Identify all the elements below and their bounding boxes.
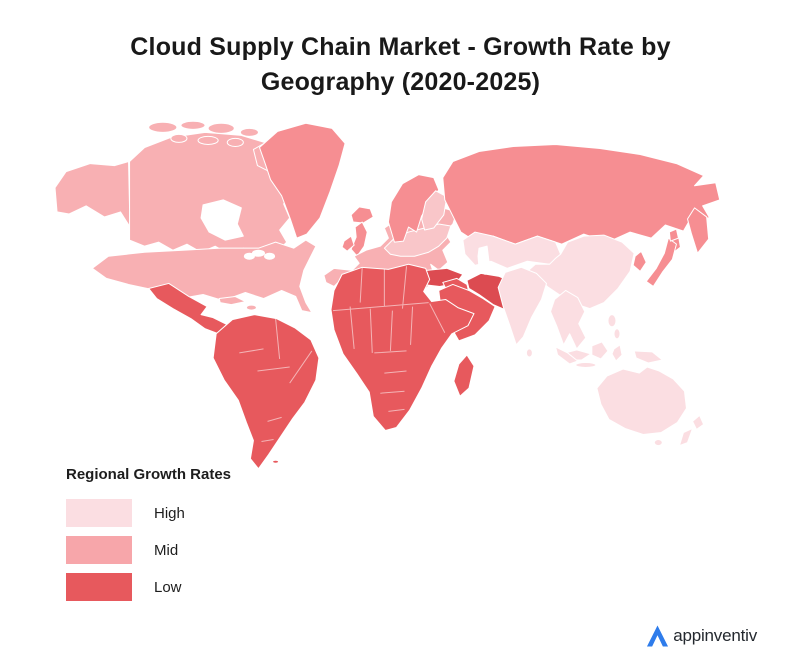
region-falkland-islands: [272, 459, 280, 464]
region-indonesia-malaysia: [555, 341, 623, 369]
south-america-borders: [239, 318, 313, 443]
legend-swatch-mid: [66, 536, 132, 564]
region-russia: [442, 143, 721, 245]
region-new-zealand: [678, 414, 705, 447]
legend-item-mid: Mid: [66, 536, 231, 564]
legend-label-high: High: [154, 504, 185, 522]
region-norway: [387, 174, 440, 243]
region-kamchatka: [687, 207, 710, 254]
brand-logo: appinventiv: [646, 624, 757, 648]
region-china-mongolia: [526, 234, 635, 310]
caspian-sea: [477, 245, 490, 275]
hudson-bay: [200, 199, 244, 241]
world-map-svg: [54, 120, 721, 468]
great-lakes: [243, 249, 276, 260]
legend-label-low: Low: [154, 578, 182, 596]
region-korea: [632, 250, 647, 272]
region-cuba: [218, 296, 246, 306]
legend-swatch-high: [66, 499, 132, 527]
region-tasmania: [653, 439, 663, 447]
legend-item-high: High: [66, 499, 231, 527]
chart-title: Cloud Supply Chain Market - Growth Rate …: [130, 33, 671, 96]
region-iceland: [350, 206, 374, 224]
region-hokkaido: [668, 228, 679, 242]
region-sri-lanka: [525, 348, 533, 358]
region-south-america: [212, 314, 320, 468]
region-usa: [91, 239, 317, 314]
legend-swatch-low: [66, 573, 132, 601]
world-map: [52, 118, 757, 468]
region-finland-sweden: [421, 190, 448, 231]
africa-borders: [332, 266, 446, 412]
region-greenland: [258, 122, 346, 239]
legend-title: Regional Growth Rates: [66, 466, 232, 483]
region-japan: [645, 237, 677, 287]
region-africa: [330, 263, 475, 431]
region-philippines: [607, 314, 621, 340]
region-ireland: [341, 235, 355, 252]
brand-name: appinventiv: [673, 626, 757, 645]
region-canada: [129, 131, 297, 256]
legend-item-low: Low: [66, 573, 231, 601]
region-eastern-europe: [383, 223, 452, 257]
region-papua-new-guinea: [633, 350, 663, 364]
legend: Regional Growth Rates High Mid Low: [66, 466, 231, 610]
appinventiv-icon: [647, 625, 669, 647]
region-hispaniola: [245, 304, 257, 311]
region-alaska: [54, 161, 142, 232]
region-indochina: [550, 289, 587, 350]
legend-label-mid: Mid: [154, 541, 179, 559]
region-australia: [596, 366, 688, 436]
region-india: [497, 266, 548, 346]
region-uk: [350, 221, 368, 257]
region-madagascar: [453, 354, 475, 397]
